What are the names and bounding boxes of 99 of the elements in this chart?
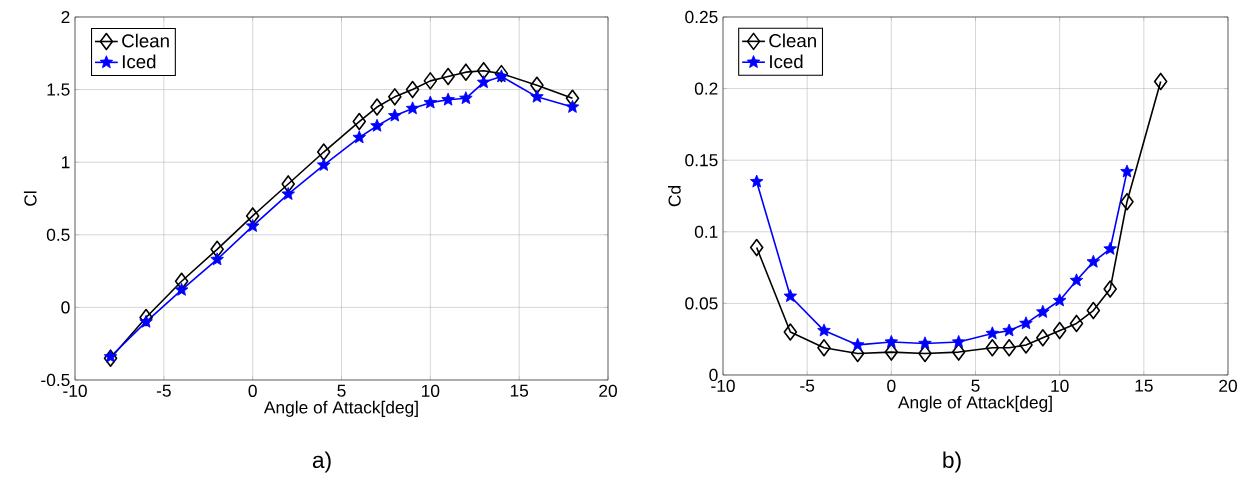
y-tick-label: 0.1	[694, 225, 718, 238]
x-tick-label: 0	[248, 384, 257, 397]
y-axis-title: Cl	[23, 191, 37, 206]
point	[1019, 336, 1033, 354]
point	[1153, 72, 1168, 91]
point	[817, 338, 831, 357]
point	[1052, 321, 1067, 340]
x-tick-label: -5	[156, 384, 171, 397]
x-tick-label: 20	[599, 384, 617, 397]
y-tick-label: 1	[61, 156, 70, 169]
point	[951, 334, 966, 348]
point	[281, 187, 295, 200]
y-axis-title: Cd	[668, 186, 681, 207]
x-tick-label: 5	[337, 384, 346, 397]
y-tick-label: 0.05	[685, 297, 718, 310]
point	[139, 314, 153, 328]
point	[388, 88, 402, 106]
point	[884, 334, 899, 348]
point	[783, 323, 798, 341]
point	[783, 289, 798, 303]
point	[1103, 241, 1117, 255]
point	[1019, 316, 1033, 330]
point	[441, 92, 455, 106]
y-tick-label: 0.25	[685, 10, 718, 24]
point	[245, 219, 260, 232]
point	[494, 69, 509, 83]
y-tick-label: 0.2	[694, 82, 718, 95]
point	[103, 349, 118, 368]
x-tick-label: 5	[971, 379, 980, 392]
point	[1002, 323, 1016, 337]
x-tick-label: 15	[510, 384, 529, 397]
x-tick-label: 15	[1135, 379, 1153, 392]
x-tick-label: 0	[887, 379, 896, 392]
x-axis-title: Angle of Attack[deg]	[263, 400, 418, 417]
y-tick-label: -0.5	[41, 373, 70, 387]
point	[370, 118, 384, 132]
x-tick-label: 20	[1219, 379, 1237, 392]
legend-label: Iced	[122, 54, 156, 69]
point	[530, 76, 544, 95]
point	[985, 326, 1000, 340]
point	[210, 252, 224, 266]
point	[317, 158, 331, 171]
text: a)	[312, 451, 331, 473]
point	[850, 337, 865, 351]
point	[423, 95, 438, 109]
point	[1120, 164, 1134, 178]
point	[1069, 273, 1084, 287]
point	[103, 349, 118, 363]
point	[565, 99, 580, 113]
point	[352, 130, 367, 144]
x-tick-label: -10	[63, 384, 87, 397]
point	[1052, 293, 1067, 307]
point	[316, 143, 331, 161]
y-tick-label: 0.5	[46, 228, 70, 241]
point	[459, 63, 473, 81]
point	[405, 80, 420, 99]
point	[530, 89, 544, 103]
y-tick-label: 0	[709, 368, 718, 382]
point	[985, 338, 1000, 357]
point	[1036, 328, 1050, 347]
point	[749, 238, 764, 257]
text: b)	[943, 451, 961, 473]
x-tick-label: 10	[1051, 379, 1069, 392]
point	[459, 91, 473, 105]
point	[388, 108, 402, 122]
x-tick-label: -10	[711, 379, 735, 392]
point	[1086, 301, 1101, 320]
point	[1120, 192, 1134, 211]
y-tick-label: 0	[61, 301, 70, 314]
point	[423, 72, 438, 90]
point	[476, 61, 491, 80]
point	[918, 336, 932, 350]
point	[281, 175, 296, 193]
x-axis-title: Angle of Attack[deg]	[897, 395, 1052, 412]
point	[1103, 280, 1117, 298]
point	[817, 323, 831, 337]
point	[494, 64, 509, 83]
point	[405, 101, 420, 115]
point	[1036, 304, 1050, 318]
point	[476, 75, 491, 89]
point	[352, 112, 367, 131]
point	[1002, 338, 1016, 357]
point	[1086, 254, 1101, 268]
point	[749, 174, 764, 188]
point	[441, 67, 455, 86]
x-tick-label: 10	[422, 384, 440, 397]
x-tick-label: -5	[800, 379, 815, 392]
legend-label: Clean	[122, 33, 169, 48]
point	[245, 207, 260, 225]
point	[370, 98, 384, 116]
legend-label: Clean	[769, 33, 816, 48]
y-tick-label: 1.5	[47, 83, 70, 96]
point	[174, 282, 189, 296]
point	[951, 343, 966, 361]
legend-label: Iced	[770, 54, 803, 69]
point	[1069, 314, 1084, 333]
y-tick-label: 2	[61, 10, 70, 24]
point	[884, 343, 899, 361]
y-tick-label: 0.15	[685, 154, 718, 167]
